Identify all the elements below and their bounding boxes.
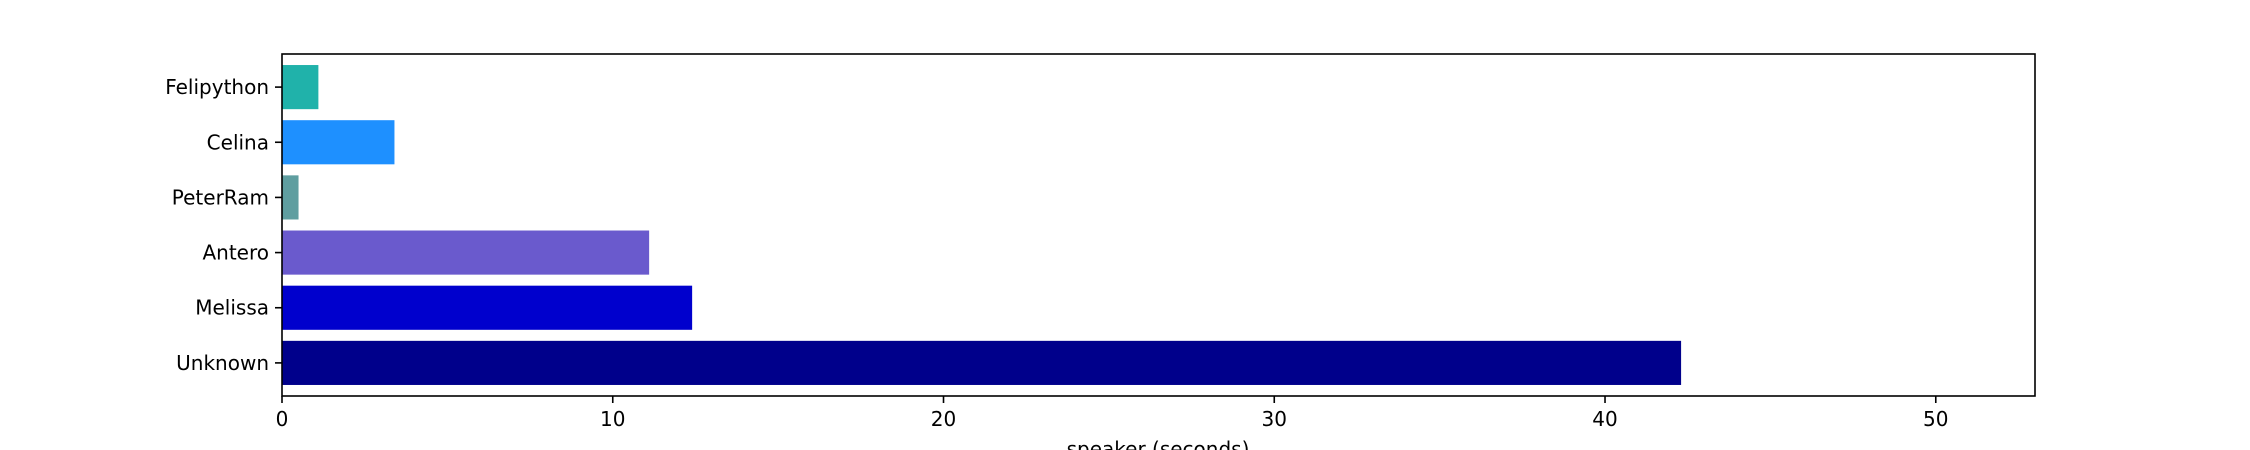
x-tick-label: 40 xyxy=(1592,407,1617,431)
x-tick-label: 0 xyxy=(276,407,289,431)
x-tick-label: 20 xyxy=(931,407,956,431)
bar-felipython xyxy=(282,65,319,110)
bar-antero xyxy=(282,230,650,275)
y-tick-label: Felipython xyxy=(165,75,269,99)
x-tick-label: 10 xyxy=(600,407,625,431)
bar-peterram xyxy=(282,175,299,220)
y-tick-label: Antero xyxy=(202,241,269,265)
y-tick-label: Celina xyxy=(207,130,269,154)
y-tick-label: PeterRam xyxy=(172,185,269,209)
y-tick-label: Unknown xyxy=(176,351,269,375)
x-tick-label: 30 xyxy=(1262,407,1287,431)
bar-unknown xyxy=(282,340,1682,385)
plot-frame xyxy=(281,53,2036,397)
bars-layer xyxy=(282,65,1682,385)
x-tick-label: 50 xyxy=(1923,407,1948,431)
y-axis: Unknown Melissa Antero PeterRam Celina Felipy… xyxy=(165,75,282,375)
x-axis: 0 10 20 30 40 50 xyxy=(276,396,1949,431)
bar-melissa xyxy=(282,285,693,330)
y-tick-label: Melissa xyxy=(195,296,269,320)
bar-celina xyxy=(282,120,395,165)
x-axis-title: speaker (seconds) xyxy=(1067,437,1250,450)
